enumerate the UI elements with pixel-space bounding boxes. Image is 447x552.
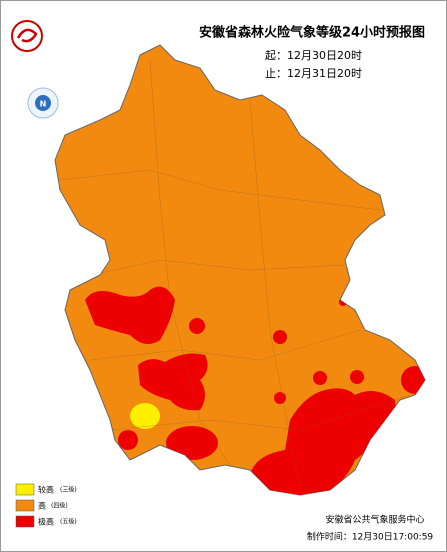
legend-label: 极高: [38, 517, 54, 527]
valid-from: 起：12月30日20时: [265, 49, 362, 62]
legend-level: (五级): [60, 518, 77, 526]
logo: [11, 20, 43, 52]
legend-swatch: [15, 483, 35, 496]
legend-swatch: [15, 515, 35, 528]
legend-label: 高: [38, 501, 46, 511]
legend-swatch: [15, 499, 35, 512]
made-time: 制作时间：12月30日17:00:59: [307, 531, 434, 543]
legend-level: (三级): [60, 486, 77, 494]
compass: N: [27, 87, 59, 119]
title: 安徽省森林火险气象等级24小时预报图: [199, 25, 425, 41]
compass-label: N: [40, 100, 47, 109]
legend: 较高 (三级) 高 (四级) 极高 (五级): [15, 483, 77, 528]
moderate-area: [130, 403, 160, 429]
county-lines: [59, 59, 411, 491]
province-map: [54, 44, 426, 496]
valid-to: 止：12月31日20时: [265, 67, 362, 80]
agency: 安徽省公共气象服务中心: [325, 514, 424, 526]
legend-label: 较高: [38, 485, 54, 495]
legend-level: (四级): [51, 502, 68, 510]
